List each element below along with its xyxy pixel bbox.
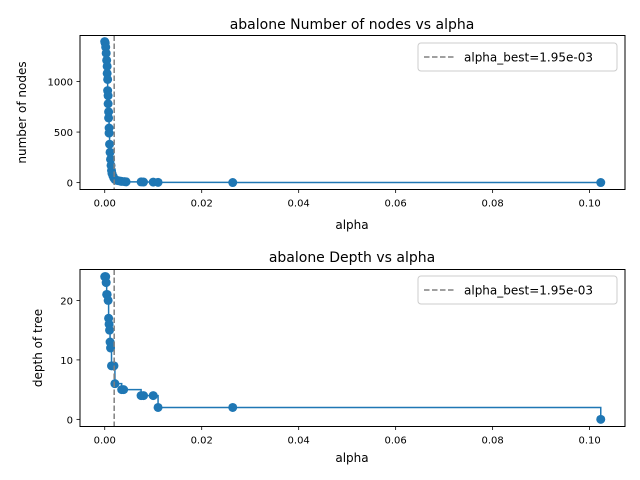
x-axis-label: alpha	[335, 218, 368, 232]
legend-box	[417, 275, 618, 305]
x-tick-label: 0.10	[578, 436, 600, 447]
y-tick-label: 0	[67, 415, 73, 426]
data-point	[102, 61, 112, 71]
data-point	[596, 414, 606, 424]
data-point	[105, 147, 115, 157]
x-tick-label: 0.06	[385, 199, 407, 210]
data-point	[103, 91, 113, 101]
legend-box	[417, 42, 618, 72]
x-tick-label: 0.02	[191, 199, 213, 210]
data-point	[105, 325, 115, 335]
data-point	[153, 402, 163, 412]
data-point	[101, 48, 111, 58]
data-point	[103, 99, 113, 109]
x-tick-label: 0.08	[481, 436, 503, 447]
y-tick-label: 0	[67, 179, 73, 190]
legend: alpha_best=1.95e-03	[417, 42, 618, 72]
data-point	[105, 139, 115, 149]
data-point	[153, 177, 163, 187]
x-axis-ticks: 0.00 0.02 0.04 0.06 0.08 0.10	[94, 189, 601, 210]
data-point	[119, 385, 129, 395]
data-point	[121, 177, 131, 187]
x-axis-ticks: 0.00 0.02 0.04 0.06 0.08 0.10	[94, 426, 601, 447]
x-tick-label: 0.08	[481, 199, 503, 210]
data-point	[104, 113, 114, 123]
axes-frame	[79, 269, 626, 427]
x-axis-label: alpha	[335, 451, 368, 465]
chart-title: abalone Number of nodes vs alpha	[230, 17, 475, 33]
x-tick-label: 0.02	[191, 436, 213, 447]
x-tick-label: 0.10	[578, 199, 600, 210]
data-point	[228, 402, 238, 412]
x-tick-label: 0.04	[288, 199, 310, 210]
data-point	[139, 177, 149, 187]
data-point	[596, 178, 606, 188]
plot-area	[100, 35, 606, 190]
data-point	[101, 278, 111, 288]
y-axis-label: depth of tree	[31, 309, 45, 387]
chart-title: abalone Depth vs alpha	[269, 250, 435, 266]
y-tick-label: 500	[54, 128, 73, 139]
y-axis-ticks: 0 500 1000	[48, 78, 80, 190]
legend: alpha_best=1.95e-03	[417, 275, 618, 305]
y-tick-label: 1000	[48, 78, 73, 89]
y-tick-label: 10	[60, 356, 73, 367]
axes-frame	[79, 35, 626, 190]
x-tick-label: 0.06	[385, 436, 407, 447]
x-tick-label: 0.00	[94, 199, 116, 210]
plot-area	[100, 269, 606, 427]
data-point	[103, 295, 113, 305]
legend-entry: alpha_best=1.95e-03	[464, 51, 593, 65]
chart-depth-vs-alpha: abalone Depth vs alpha 0.00 0.02 0.04 0.06 0…	[31, 250, 626, 465]
data-point	[104, 128, 114, 138]
legend-entry: alpha_best=1.95e-03	[464, 284, 593, 298]
chart-nodes-vs-alpha: abalone Number of nodes vs alpha 0.00 0.0…	[15, 17, 626, 232]
x-tick-label: 0.04	[288, 436, 310, 447]
y-axis-label: number of nodes	[15, 61, 29, 163]
data-point	[228, 178, 238, 188]
data-point	[148, 391, 158, 401]
data-point	[103, 74, 113, 84]
x-tick-label: 0.00	[94, 436, 116, 447]
y-tick-label: 20	[60, 296, 73, 307]
data-point	[106, 343, 116, 353]
data-point	[139, 391, 149, 401]
y-axis-ticks: 0 10 20	[60, 296, 80, 426]
